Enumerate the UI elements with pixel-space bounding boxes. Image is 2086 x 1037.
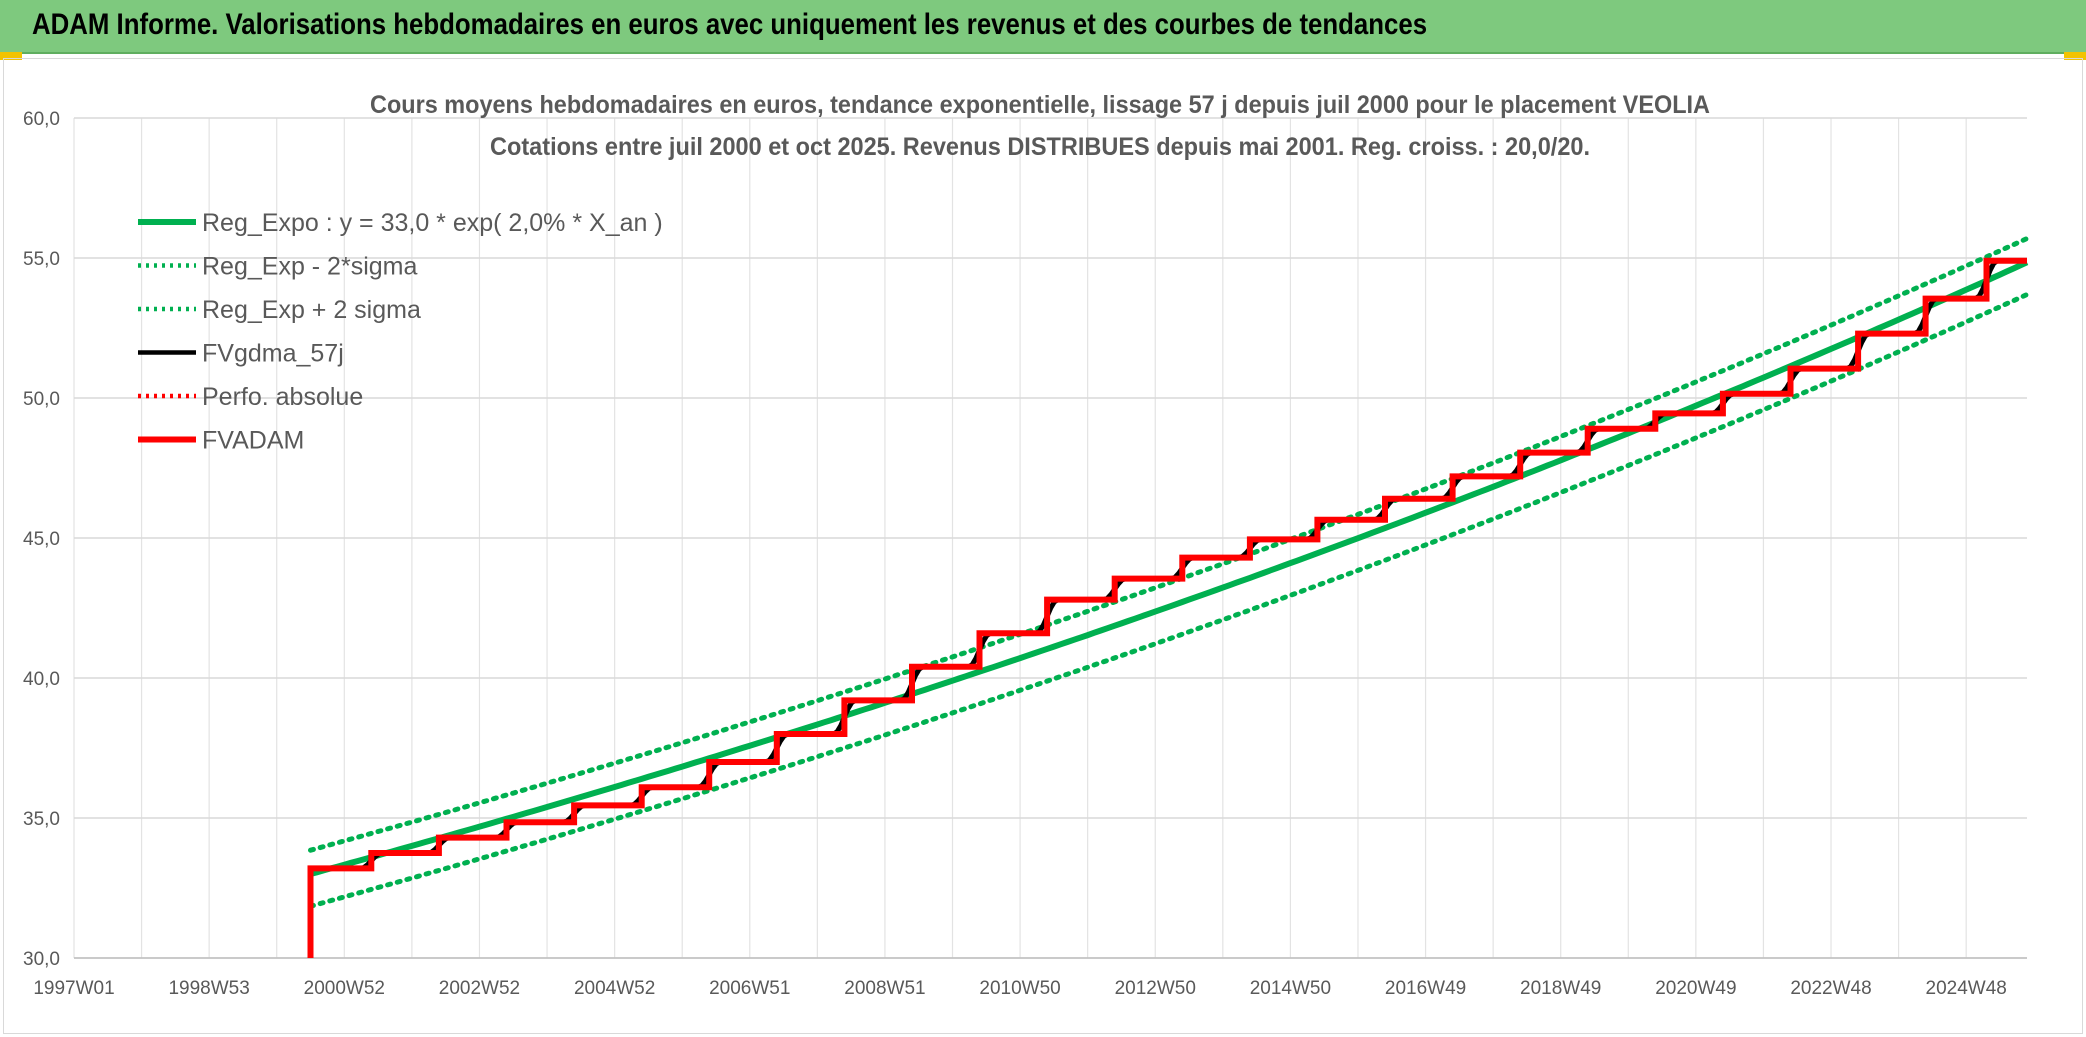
chart-legend: Reg_Expo : y = 33,0 * exp( 2,0% * X_an )… (138, 209, 663, 455)
chart-frame (3, 58, 2083, 1034)
legend-label: Reg_Exp - 2*sigma (202, 253, 417, 281)
x-tick-label: 2014W50 (1250, 978, 1331, 999)
x-tick-label: 2016W49 (1385, 978, 1466, 999)
legend-label: FVgdma_57j (202, 340, 344, 368)
y-tick-label: 40,0 (23, 669, 60, 690)
legend-label: Reg_Exp + 2 sigma (202, 296, 421, 324)
legend-label: FVADAM (202, 427, 304, 455)
series-reg-exp-plus-2-sigma (308, 236, 2030, 853)
series-fvadam (307, 257, 2027, 958)
y-tick-label: 30,0 (23, 949, 60, 970)
chart-title: Cours moyens hebdomadaires en euros, ten… (370, 91, 1710, 119)
y-tick-label: 45,0 (23, 529, 60, 550)
chart-subtitle: Cotations entre juil 2000 et oct 2025. R… (490, 133, 1590, 161)
x-tick-label: 2020W49 (1655, 978, 1736, 999)
x-tick-label: 2012W50 (1115, 978, 1196, 999)
banner: ADAM Informe. Valorisations hebdomadaire… (0, 0, 2086, 54)
x-tick-label: 2018W49 (1520, 978, 1601, 999)
x-tick-label: 2000W52 (304, 978, 385, 999)
x-tick-label: 2002W52 (439, 978, 520, 999)
x-tick-label: 2008W51 (844, 978, 925, 999)
x-tick-label: 1998W53 (168, 978, 249, 999)
y-tick-label: 35,0 (23, 809, 60, 830)
legend-label: Reg_Expo : y = 33,0 * exp( 2,0% * X_an ) (202, 209, 663, 237)
y-tick-label: 60,0 (23, 109, 60, 130)
x-tick-label: 2024W48 (1926, 978, 2007, 999)
series-reg-exp-minus-2-sigma (308, 292, 2030, 909)
x-tick-label: 2004W52 (574, 978, 655, 999)
series-reg-expo (309, 259, 2029, 877)
banner-title: ADAM Informe. Valorisations hebdomadaire… (32, 8, 1428, 41)
legend-label: Perfo. absolue (202, 383, 363, 411)
corner-marker-left (0, 52, 22, 60)
y-tick-label: 55,0 (23, 249, 60, 270)
chart-series (307, 236, 2030, 958)
x-tick-label: 1997W01 (33, 978, 114, 999)
x-tick-label: 2010W50 (979, 978, 1060, 999)
x-tick-label: 2006W51 (709, 978, 790, 999)
corner-marker-right (2064, 52, 2086, 60)
y-tick-label: 50,0 (23, 389, 60, 410)
chart-axes: 30,0 35,0 40,0 45,0 50,0 55,0 60,0 1997W01 1998W… (23, 109, 2027, 999)
x-tick-label: 2022W48 (1790, 978, 1871, 999)
chart-grid (73, 117, 2027, 959)
